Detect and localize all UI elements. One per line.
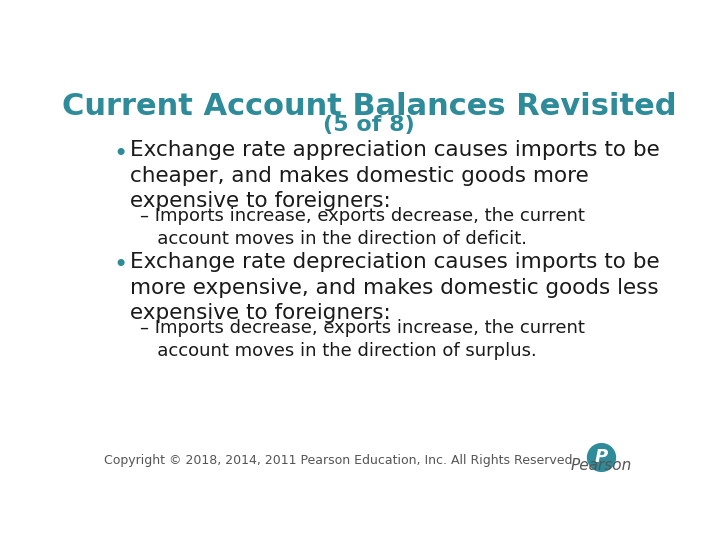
Text: Current Account Balances Revisited: Current Account Balances Revisited xyxy=(62,92,676,121)
Text: •: • xyxy=(113,253,127,278)
Circle shape xyxy=(588,444,616,471)
Text: – Imports increase, exports decrease, the current
   account moves in the direct: – Imports increase, exports decrease, th… xyxy=(140,207,585,248)
Text: (5 of 8): (5 of 8) xyxy=(323,115,415,135)
Text: Exchange rate appreciation causes imports to be
cheaper, and makes domestic good: Exchange rate appreciation causes import… xyxy=(130,140,660,212)
Text: •: • xyxy=(113,142,127,166)
Text: Exchange rate depreciation causes imports to be
more expensive, and makes domest: Exchange rate depreciation causes import… xyxy=(130,252,660,323)
Text: – Imports decrease, exports increase, the current
   account moves in the direct: – Imports decrease, exports increase, th… xyxy=(140,319,585,360)
Text: Copyright © 2018, 2014, 2011 Pearson Education, Inc. All Rights Reserved: Copyright © 2018, 2014, 2011 Pearson Edu… xyxy=(104,454,572,467)
Text: P: P xyxy=(595,449,608,467)
Text: Pearson: Pearson xyxy=(571,458,632,473)
